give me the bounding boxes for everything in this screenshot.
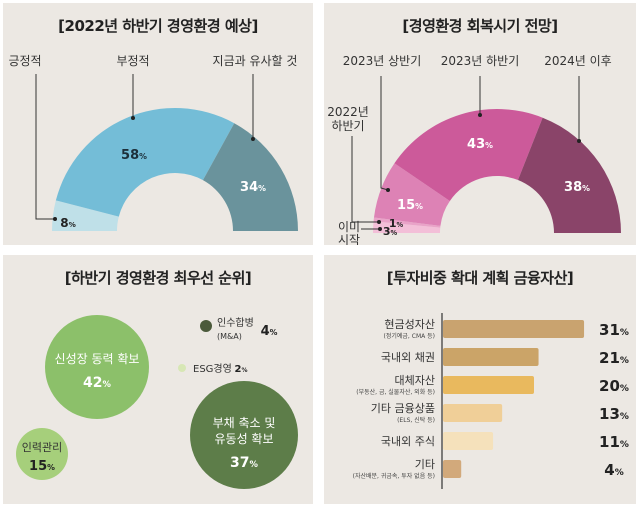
category-label: 2023년 하반기: [441, 54, 520, 68]
value-label: 4%: [261, 324, 278, 339]
chart-title: [하반기 경영환경 최우선 순위]: [64, 269, 252, 287]
value-label: 34%: [240, 180, 266, 195]
leader-dot: [478, 113, 482, 117]
value-label: 2%: [235, 364, 248, 375]
leader-line: [380, 76, 389, 191]
category-label: 부채 축소 및: [213, 416, 276, 430]
category-label: 인수합병: [217, 317, 254, 329]
sub-label: (자산배분, 귀금속, 투자 없음 등): [353, 472, 435, 480]
donut-segment: [202, 123, 298, 231]
bar-chart: 현금성자산(정기예금, CMA 등) 31% 국내외 채권 21% 대체자산(부동산, …: [353, 313, 629, 489]
value-label: 11%: [599, 433, 629, 451]
category-label: 2024년 이후: [544, 54, 611, 68]
category-label: 기타 금융상품: [371, 402, 435, 415]
category-label: 하반기: [331, 119, 364, 133]
leader-line: [35, 74, 55, 220]
category-label: 이미: [338, 220, 360, 234]
panel-investment-assets: [투자비중 확대 계획 금융자산] 현금성자산 (정기예금, CMA 등) 31% 국…: [324, 255, 636, 504]
leader-dot: [53, 217, 57, 221]
leader-dot: [386, 188, 390, 192]
category-label: 지금과 유사할 것: [213, 54, 298, 68]
category-label: 유동성 확보: [214, 432, 273, 446]
bar: [443, 404, 503, 422]
value-label: 31%: [599, 321, 629, 339]
category-label: 국내외 채권: [381, 351, 435, 364]
bubble: [200, 320, 212, 332]
category-label: (M&A): [217, 332, 242, 341]
category-label: 현금성자산: [384, 318, 435, 331]
value-label: 8%: [60, 216, 76, 230]
panel-business-outlook: [2022년 하반기 경영환경 예상] 긍정적 부정적 지금과 유사할 것 8% 58%…: [3, 3, 313, 245]
bar: [443, 348, 539, 366]
donut-segment: [55, 108, 235, 217]
panel-recovery-timing: [경영환경 회복시기 전망] 이미 시작 2022년 하반기 2023년 상반기 2023…: [324, 3, 636, 245]
value-label: 15%: [29, 459, 55, 474]
bubble: [45, 315, 149, 419]
sub-label: (정기예금, CMA 등): [384, 332, 435, 340]
value-label: 38%: [564, 180, 590, 195]
chart-title: [투자비중 확대 계획 금융자산]: [386, 269, 574, 287]
chart-title: [2022년 하반기 경영환경 예상]: [58, 17, 258, 35]
category-label: 기타: [415, 458, 435, 471]
donut-segment: [373, 217, 441, 228]
value-label: 1%: [389, 217, 404, 230]
category-label: 신성장 동력 확보: [55, 352, 140, 366]
value-label: 3%: [383, 225, 398, 238]
leader-dot: [131, 116, 135, 120]
value-label: 43%: [467, 137, 493, 152]
category-label: 긍정적: [8, 54, 41, 68]
leader-dot: [251, 137, 255, 141]
chart-title: [경영환경 회복시기 전망]: [402, 17, 558, 35]
bubble: [190, 381, 298, 489]
bubble: [16, 428, 68, 480]
category-label: 2022년: [327, 105, 369, 119]
leader-dot: [577, 139, 581, 143]
donut-segment: [52, 200, 119, 231]
category-label: ESG경영: [193, 362, 232, 375]
category-label: 대체자산: [395, 374, 435, 387]
leader-dot: [378, 227, 382, 231]
sub-label: (부동산, 금, 실물자산, 외화 등): [356, 388, 435, 396]
category-label: 인력관리: [22, 441, 62, 454]
donut-segment: [517, 117, 621, 233]
value-label: 21%: [599, 349, 629, 367]
semi-donut-chart: 긍정적 부정적 지금과 유사할 것 8% 58% 34%: [8, 54, 298, 231]
bar: [443, 460, 462, 478]
value-label: 42%: [83, 375, 111, 391]
bar: [443, 320, 585, 338]
category-label: 시작: [338, 233, 360, 245]
value-label: 20%: [599, 377, 629, 395]
value-label: 37%: [230, 455, 258, 471]
leader-dot: [377, 220, 381, 224]
value-label: 13%: [599, 405, 629, 423]
sub-label: (ELS, 신탁 등): [397, 416, 435, 424]
bar: [443, 432, 494, 450]
category-label: 국내외 주식: [381, 435, 435, 448]
category-label: 부정적: [116, 54, 149, 68]
value-label: 15%: [397, 198, 423, 213]
donut-segment: [394, 109, 543, 201]
value-label: 58%: [121, 148, 147, 163]
bar: [443, 376, 534, 394]
panel-top-priority: [하반기 경영환경 최우선 순위] 신성장 동력 확보 42% 인력관리 15% 부채 …: [3, 255, 313, 504]
donut-segment: [373, 221, 441, 233]
bubble: [178, 364, 186, 372]
value-label: 4%: [604, 461, 623, 479]
donut-segment: [373, 163, 450, 226]
category-label: 2023년 상반기: [343, 54, 422, 68]
leader-line: [351, 136, 379, 223]
